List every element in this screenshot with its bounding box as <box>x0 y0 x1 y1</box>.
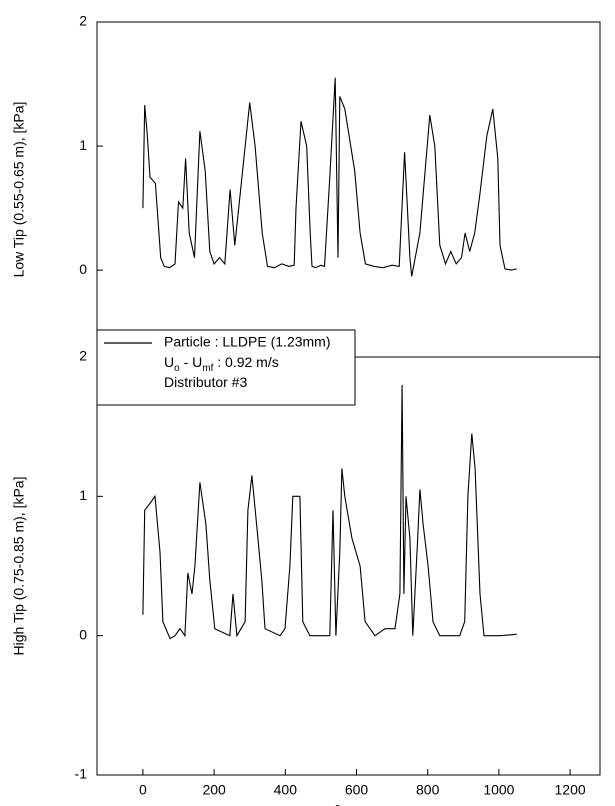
label-part: Distributor #3 <box>164 374 247 390</box>
data-line <box>142 77 517 277</box>
label: Uo - Umf : 0.92 m/s <box>164 354 279 374</box>
label: Distributor #3 <box>164 374 247 390</box>
y-tick-label: 2 <box>79 348 87 364</box>
legend-label: Particle : LLDPE (1.23mm) <box>164 334 331 350</box>
label-part: mf <box>202 363 213 374</box>
x-tick-label: 600 <box>345 782 369 798</box>
y-tick-label: 0 <box>79 261 87 277</box>
x-tick-label: 0 <box>139 782 147 798</box>
x-tick-label: 200 <box>202 782 226 798</box>
x-tick-label: 1000 <box>483 782 514 798</box>
plot-frame <box>96 356 601 776</box>
label-part: o <box>174 363 180 374</box>
label-part: - U <box>180 354 203 370</box>
x-tick-label: 1200 <box>555 782 586 798</box>
y-tick-label: 1 <box>79 137 87 153</box>
y-axis-title: High Tip (0.75-0.85 m), [kPa] <box>11 477 27 656</box>
label-part: U <box>164 354 174 370</box>
plot-frame <box>96 21 601 358</box>
x-tick-label: 400 <box>274 782 298 798</box>
y-axis-title: Low Tip (0.55-0.65 m), [kPa] <box>11 102 27 278</box>
y-tick-label: 2 <box>79 13 87 29</box>
label-part: : 0.92 m/s <box>213 354 278 370</box>
label-part: -2 <box>332 804 341 806</box>
data-line <box>142 384 517 640</box>
x-tick-label: 800 <box>416 782 440 798</box>
y-tick-label: 0 <box>79 626 87 642</box>
legend: Particle : LLDPE (1.23mm) Uo - Umf : 0.92… <box>96 329 356 406</box>
y-tick-label: -1 <box>75 766 88 782</box>
y-tick-label: 1 <box>79 487 87 503</box>
